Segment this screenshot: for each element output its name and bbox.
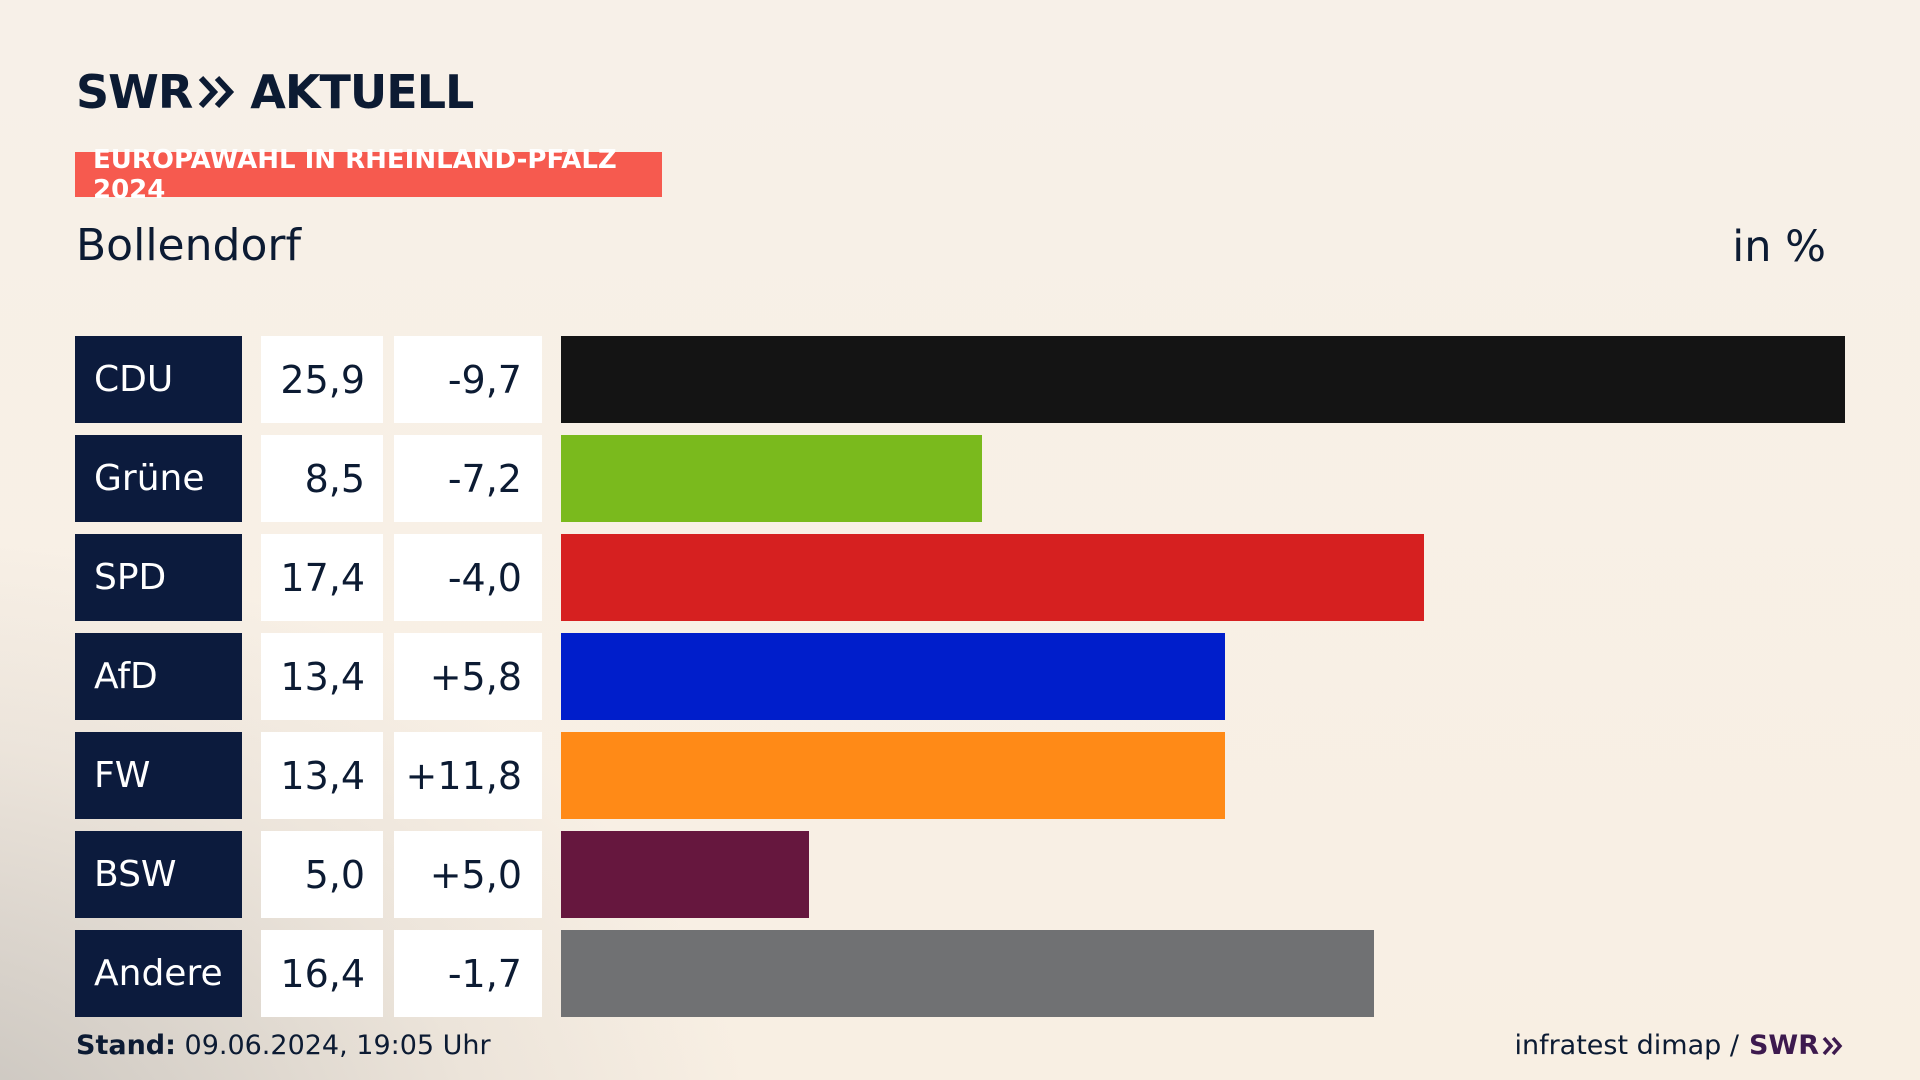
vote-share-label: 16,4 [261,930,383,1017]
bar-cdu [561,336,1845,423]
stand-label: Stand: [76,1030,176,1061]
chart-row-spd: SPD 17,4 -4,0 [0,534,1920,621]
double-chevron-icon [198,75,236,109]
bar-bsw [561,831,809,918]
unit-label: in % [1732,222,1826,272]
chart-row-grüne: Grüne 8,5 -7,2 [0,435,1920,522]
change-label: -4,0 [394,534,542,621]
swr-small-text: SWR [1748,1030,1819,1061]
change-label: -9,7 [394,336,542,423]
vote-share-label: 5,0 [261,831,383,918]
party-label: CDU [75,336,242,423]
bar-fw [561,732,1225,819]
party-label: BSW [75,831,242,918]
party-label: Grüne [75,435,242,522]
timestamp: Stand: 09.06.2024, 19:05 Uhr [76,1030,491,1061]
chart-row-bsw: BSW 5,0 +5,0 [0,831,1920,918]
place-title: Bollendorf [76,220,301,271]
source-credit: infratest dimap / SWR [1514,1030,1844,1061]
change-label: -7,2 [394,435,542,522]
vote-share-label: 8,5 [261,435,383,522]
chart-row-afd: AfD 13,4 +5,8 [0,633,1920,720]
bar-afd [561,633,1225,720]
vote-share-label: 13,4 [261,633,383,720]
election-tag: EUROPAWAHL IN RHEINLAND-PFALZ 2024 [75,145,662,205]
change-label: +11,8 [394,732,542,819]
change-label: -1,7 [394,930,542,1017]
bar-andere [561,930,1374,1017]
bar-spd [561,534,1424,621]
logo-aktuell-text: AKTUELL [250,65,474,119]
vote-share-label: 17,4 [261,534,383,621]
logo-swr-text: SWR [76,65,193,119]
vote-share-label: 13,4 [261,732,383,819]
chart-row-cdu: CDU 25,9 -9,7 [0,336,1920,423]
party-label: SPD [75,534,242,621]
source-text: infratest dimap / [1514,1030,1739,1061]
change-label: +5,0 [394,831,542,918]
party-label: Andere [75,930,242,1017]
chart-row-andere: Andere 16,4 -1,7 [0,930,1920,1017]
bar-grüne [561,435,982,522]
chart-row-fw: FW 13,4 +11,8 [0,732,1920,819]
party-label: FW [75,732,242,819]
stand-value: 09.06.2024, 19:05 Uhr [184,1030,491,1061]
vote-share-label: 25,9 [261,336,383,423]
party-label: AfD [75,633,242,720]
swr-aktuell-logo: SWR AKTUELL [76,65,474,119]
swr-small-logo: SWR [1749,1030,1844,1061]
change-label: +5,8 [394,633,542,720]
small-chevron-icon [1822,1036,1843,1055]
